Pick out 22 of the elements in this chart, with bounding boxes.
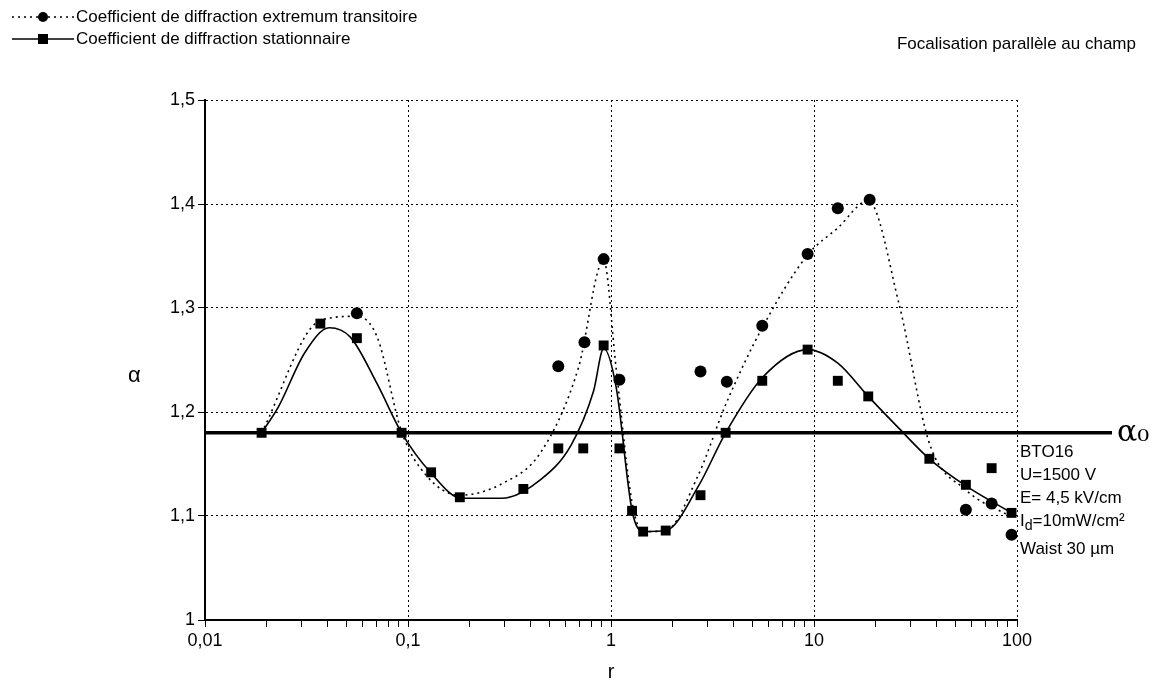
x-tick-label: 10 xyxy=(803,629,825,650)
y-tick-label: 1,3 xyxy=(169,296,195,317)
y-tick-label: 1,2 xyxy=(169,400,195,421)
text: Waist 30 µm xyxy=(1020,538,1116,561)
text: E= 4,5 kV/cm xyxy=(1020,487,1123,509)
text: BTO16 xyxy=(1020,442,1074,461)
x-tick-label: 1 xyxy=(605,629,617,650)
text: I$_{d}$=10mW/cm² xyxy=(1020,510,1125,536)
y-tick-label: 1,4 xyxy=(169,192,195,213)
text: U=1500 V xyxy=(1020,464,1098,486)
legend-label: Coefficient de diffraction extremum transitoire xyxy=(76,6,418,28)
y-axis-title: α xyxy=(128,362,141,388)
legend-label: Coefficient de diffraction stationnaire xyxy=(76,28,351,50)
x-tick-label: 100 xyxy=(1001,629,1033,650)
chart-title: Focalisation parallèle au champ xyxy=(896,34,1136,54)
x-tick-label: 0,1 xyxy=(395,629,421,650)
x-axis-title: r xyxy=(607,659,615,682)
x-tick-label: 0,01 xyxy=(187,629,223,650)
y-tick-label: 1,1 xyxy=(169,504,195,525)
y-tick-label: 1 xyxy=(184,608,195,629)
y-tick-label: 1,5 xyxy=(169,88,195,109)
ref-line-label: α₀ xyxy=(1117,412,1150,448)
